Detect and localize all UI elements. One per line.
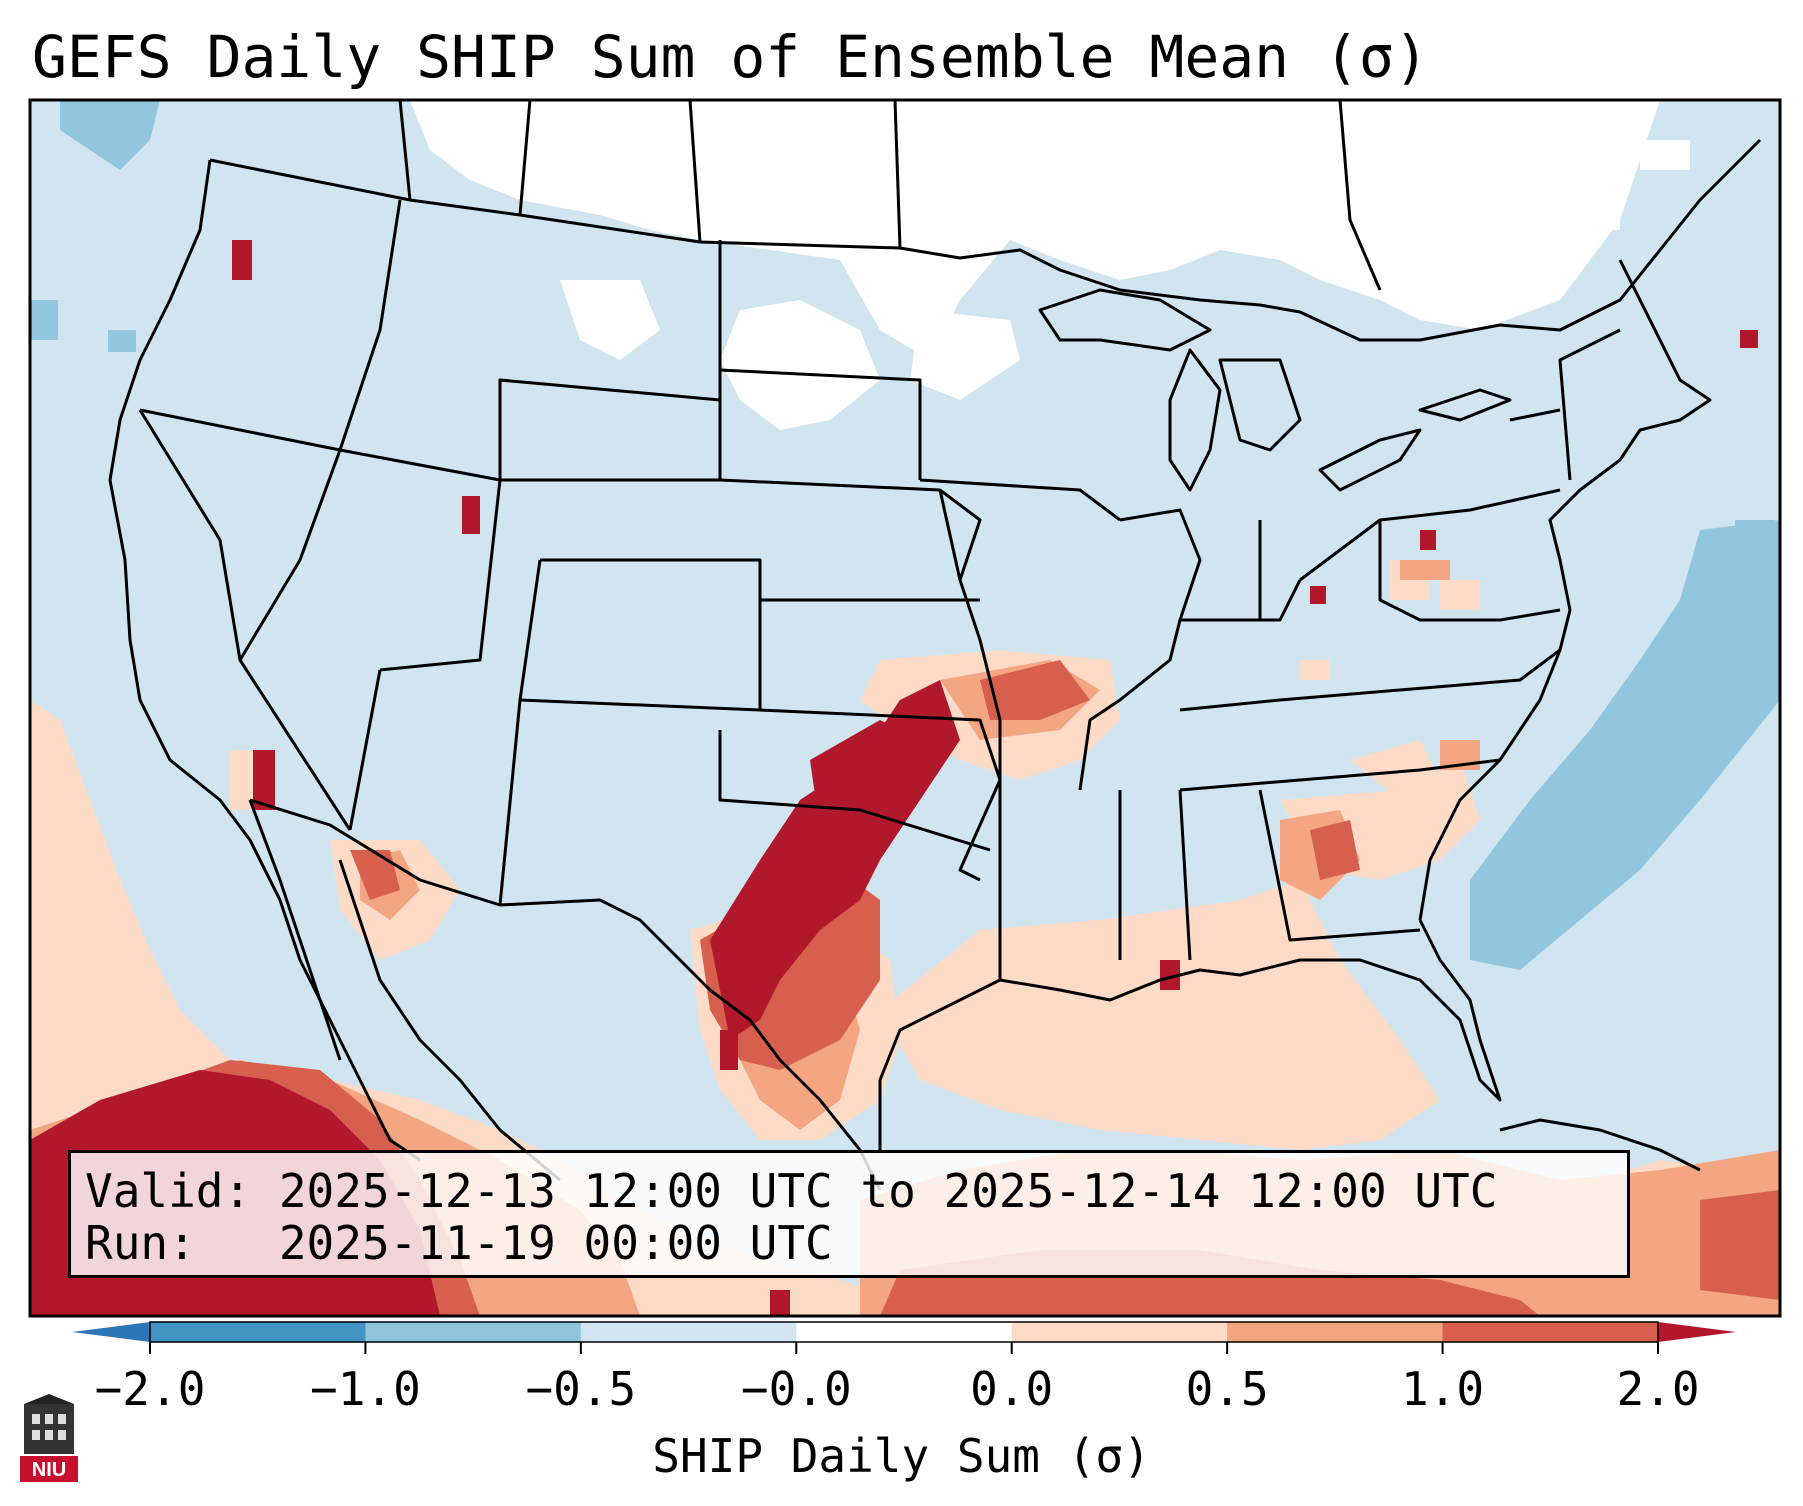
colorbar-segments bbox=[150, 1322, 1659, 1342]
colorbar-extension-low bbox=[72, 1322, 150, 1342]
map-frame bbox=[28, 98, 1782, 1318]
neutral-anomaly-areas bbox=[410, 100, 1690, 430]
figure-title: GEFS Daily SHIP Sum of Ensemble Mean (σ) bbox=[32, 23, 1429, 91]
colorbar-tick-label: 2.0 bbox=[1616, 1362, 1700, 1416]
logo-badge bbox=[20, 1456, 78, 1482]
niu-logo: NIU bbox=[20, 1394, 78, 1482]
colorbar-segment bbox=[1442, 1322, 1659, 1342]
colorbar-extension-high bbox=[1658, 1322, 1736, 1342]
colorbar-tick-label: −0.5 bbox=[525, 1362, 637, 1416]
colorbar-label: SHIP Daily Sum (σ) bbox=[652, 1429, 1151, 1483]
colorbar-ticks bbox=[149, 1342, 1659, 1354]
colorbar-segment bbox=[796, 1322, 1013, 1342]
colorbar-segment bbox=[1227, 1322, 1444, 1342]
colorbar bbox=[72, 1321, 1736, 1354]
colorbar-segment bbox=[150, 1322, 366, 1342]
colorbar-tick-label: −2.0 bbox=[94, 1362, 206, 1416]
logo-text: NIU bbox=[32, 1459, 66, 1481]
validity-info-box: Valid: 2025-12-13 12:00 UTC to 2025-12-1… bbox=[68, 1150, 1630, 1278]
utah-hotspot bbox=[462, 496, 480, 534]
colorbar-tick-label: 0.5 bbox=[1185, 1362, 1269, 1416]
map-panel bbox=[30, 100, 1780, 1316]
colorbar-segment bbox=[580, 1322, 797, 1342]
colorbar-tick-label: −1.0 bbox=[310, 1362, 421, 1416]
colorbar-segment bbox=[365, 1322, 582, 1342]
colorbar-segment bbox=[1011, 1322, 1228, 1342]
colorbar-tick-label: 1.0 bbox=[1401, 1362, 1485, 1416]
political-boundaries bbox=[108, 100, 1762, 1191]
logo-building bbox=[24, 1404, 74, 1454]
negative-anomaly-areas bbox=[30, 100, 1780, 970]
colorbar-tick-label: 0.0 bbox=[970, 1362, 1054, 1416]
colorbar-outline bbox=[149, 1321, 1659, 1343]
run-time-text: Run: 2025-11-19 00:00 UTC bbox=[85, 1216, 833, 1270]
valid-time-text: Valid: 2025-12-13 12:00 UTC to 2025-12-1… bbox=[85, 1164, 1498, 1218]
colorbar-tick-label: −0.0 bbox=[740, 1362, 852, 1416]
